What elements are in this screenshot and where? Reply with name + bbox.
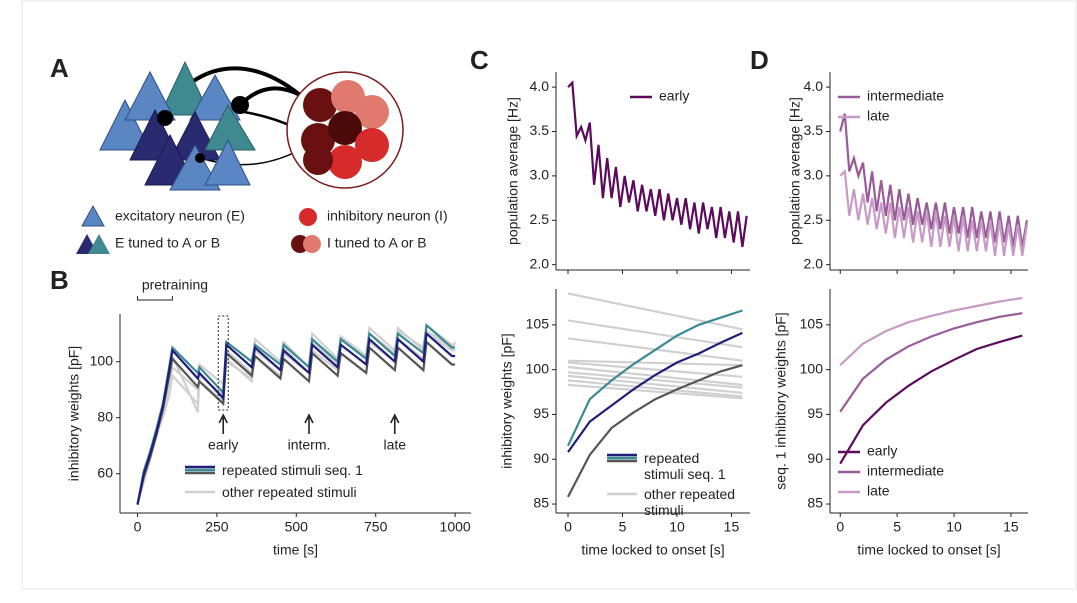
annotation: late: [383, 437, 406, 453]
legend-label: repeated stimuli seq. 1: [222, 462, 363, 478]
frame: [21, 0, 1077, 590]
series-line: [567, 319, 743, 349]
y-tick-label: 95: [807, 405, 823, 421]
panel-label: B: [50, 265, 69, 295]
legend-label: intermediate: [867, 463, 944, 479]
legend-label: inhibitory neuron (I): [327, 208, 448, 224]
series-line: [567, 379, 743, 398]
series-line: [567, 331, 743, 453]
legend-label: E tuned to A or B: [115, 235, 220, 251]
series-line: [567, 374, 743, 394]
y-tick-label: 80: [97, 408, 113, 424]
x-tick-label: 250: [205, 519, 229, 535]
series-line: [839, 334, 1023, 465]
series-line: [567, 309, 743, 447]
y-tick-label: 85: [533, 495, 549, 511]
y-tick-label: 3.0: [530, 167, 550, 183]
x-tick-label: 5: [893, 519, 901, 535]
series-line: [839, 312, 1023, 413]
series-line: [567, 80, 748, 248]
x-tick-label: 0: [836, 519, 844, 535]
x-axis-label: time locked to onset [s]: [581, 542, 724, 558]
legend-label: other repeated stimuli: [644, 486, 736, 518]
x-tick-label: 500: [285, 519, 309, 535]
y-tick-label: 100: [800, 360, 824, 376]
legend-label: late: [867, 108, 890, 124]
x-tick-label: 15: [724, 519, 740, 535]
y-tick-label: 2.5: [530, 211, 550, 227]
y-tick-label: 85: [807, 495, 823, 511]
y-tick-label: 4.0: [530, 78, 550, 94]
series-line: [136, 339, 456, 505]
legend-label: I tuned to A or B: [327, 235, 427, 251]
highlight-box: [217, 315, 229, 411]
y-tick-label: 100: [526, 360, 550, 376]
x-tick-label: 1000: [440, 519, 471, 535]
x-tick-label: 0: [134, 519, 142, 535]
y-tick-label: 105: [526, 316, 550, 332]
y-tick-label: 4.0: [804, 78, 824, 94]
annotation: early: [208, 437, 238, 453]
annotation-arrow: [390, 413, 400, 434]
panel-label: A: [50, 53, 69, 83]
y-axis-label: seq. 1 inhibitory weights [pF]: [773, 312, 789, 489]
x-axis-label: time [s]: [273, 542, 318, 558]
series-line: [567, 359, 743, 367]
y-tick-label: 90: [807, 450, 823, 466]
series-line: [567, 371, 743, 389]
x-tick-label: 750: [364, 519, 388, 535]
legend-label: excitatory neuron (E): [115, 208, 245, 224]
annotation-arrow: [218, 413, 228, 434]
y-tick-label: 60: [97, 464, 113, 480]
y-tick-label: 3.0: [804, 167, 824, 183]
y-tick-label: 105: [800, 316, 824, 332]
y-tick-label: 3.5: [530, 122, 550, 138]
y-tick-label: 2.0: [530, 255, 550, 271]
y-axis-label: inhibitory weights [pF]: [66, 346, 82, 481]
y-tick-label: 2.0: [804, 255, 824, 271]
x-tick-label: 0: [564, 519, 572, 535]
panel-label: D: [750, 45, 769, 75]
series-line: [567, 383, 743, 400]
series-line: [136, 331, 456, 505]
annotation: interm.: [288, 437, 331, 453]
legend-label: intermediate: [867, 88, 944, 104]
legend-label: other repeated stimuli: [222, 484, 357, 500]
y-tick-label: 100: [90, 352, 114, 368]
y-tick-label: 90: [533, 450, 549, 466]
series-line: [839, 113, 1028, 248]
x-tick-label: 5: [619, 519, 627, 535]
x-tick-label: 10: [669, 519, 685, 535]
x-tick-label: 10: [946, 519, 962, 535]
y-axis-label: population average [Hz]: [505, 97, 521, 245]
legend-label: repeated stimuli seq. 1: [644, 450, 726, 482]
y-tick-label: 95: [533, 405, 549, 421]
y-tick-label: 2.5: [804, 211, 824, 227]
y-axis-label: inhibitory weights [pF]: [499, 333, 515, 468]
series-line: [567, 292, 743, 331]
legend-label: early: [867, 443, 897, 459]
network-diagram: [76, 60, 404, 254]
legend-label: early: [659, 88, 689, 104]
series-line: [567, 364, 743, 498]
y-axis-label: population average [Hz]: [787, 97, 803, 245]
x-tick-label: 15: [1003, 519, 1019, 535]
series-line: [839, 296, 1023, 367]
y-tick-label: 3.5: [804, 122, 824, 138]
series-line: [839, 169, 1028, 256]
bracket-label: pretraining: [142, 277, 208, 293]
annotation-arrow: [304, 413, 314, 434]
legend-label: late: [867, 483, 890, 499]
panel-label: C: [470, 45, 489, 75]
x-axis-label: time locked to onset [s]: [857, 542, 1000, 558]
bracket: [136, 296, 173, 301]
